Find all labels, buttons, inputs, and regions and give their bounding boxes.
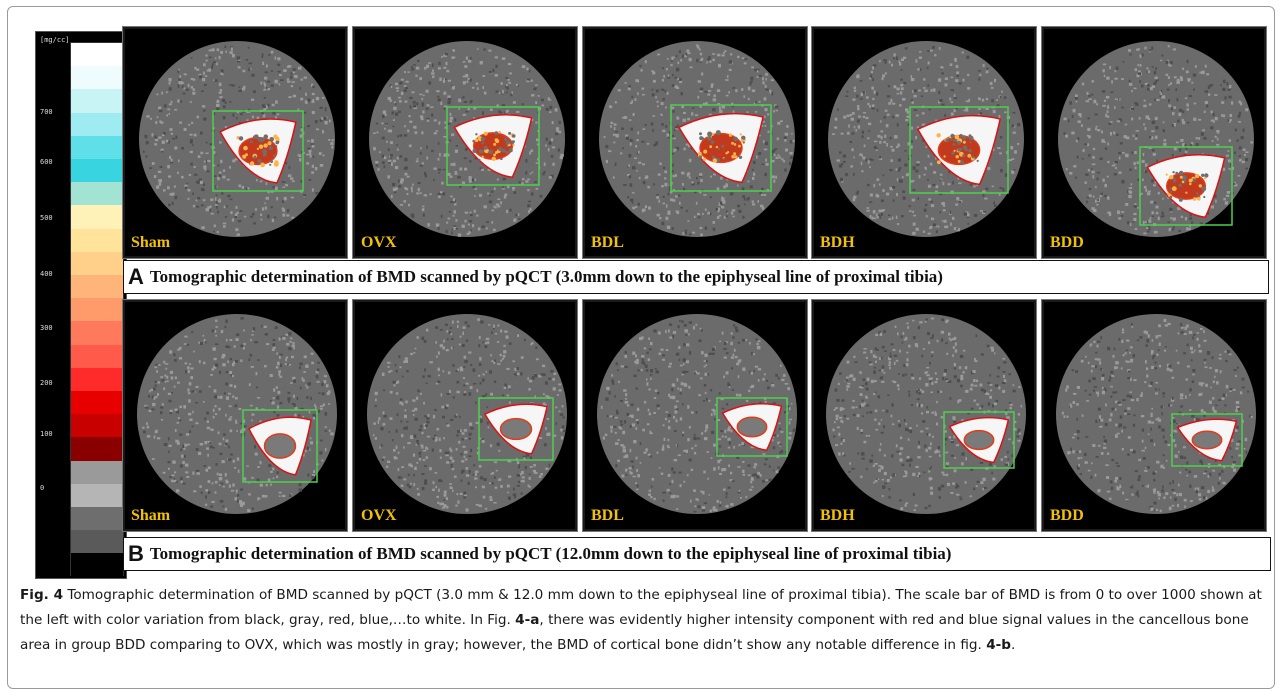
scale-tick: 0	[40, 484, 45, 492]
scan-panel-a-bdh: BDH	[812, 27, 1036, 258]
group-label: BDL	[591, 234, 624, 251]
scale-unit-label: [mg/cc]	[40, 36, 70, 44]
scale-color-band	[71, 159, 123, 183]
figure-caption-text: Tomographic determination of BMD scanned…	[20, 587, 1262, 628]
cancellous-bone	[963, 429, 995, 451]
ct-scan-image	[369, 41, 565, 237]
roi-box	[943, 411, 1015, 469]
group-label: OVX	[361, 507, 397, 524]
scale-color-band	[71, 460, 123, 484]
figure-caption-label: Fig. 4	[20, 587, 64, 603]
ct-scan-image	[139, 41, 335, 237]
roi-box	[670, 104, 772, 192]
row-a-caption: A Tomographic determination of BMD scann…	[123, 260, 1269, 294]
scan-panel-b-sham: Sham	[123, 300, 347, 531]
scan-panel-b-bdh: BDH	[812, 300, 1036, 531]
roi-box	[1139, 146, 1233, 226]
roi-box	[478, 397, 554, 461]
scale-color-band	[71, 275, 123, 299]
cancellous-bone	[499, 417, 533, 441]
scan-panel-b-bdl: BDL	[583, 300, 807, 531]
scan-panel-a-ovx: OVX	[353, 27, 577, 258]
group-label: OVX	[361, 234, 397, 251]
scale-color-band	[71, 483, 123, 508]
roi-box	[1171, 413, 1243, 467]
scale-color-band	[71, 298, 123, 322]
ct-scan-image	[826, 314, 1026, 514]
scale-color-band	[71, 391, 123, 415]
scale-tick: 600	[40, 158, 53, 166]
cancellous-bone	[263, 433, 297, 459]
row-b-caption: B Tomographic determination of BMD scann…	[123, 537, 1271, 571]
scale-color-band	[71, 367, 123, 392]
scan-panel-a-sham: Sham	[123, 27, 347, 258]
scale-tick: 500	[40, 214, 53, 222]
row-a-caption-text: Tomographic determination of BMD scanned…	[149, 267, 943, 286]
scale-tick: 100	[40, 430, 53, 438]
group-label: BDD	[1050, 507, 1084, 524]
scale-tick: 700	[40, 108, 53, 116]
scale-color-band	[71, 414, 123, 438]
scale-color-band	[71, 43, 123, 67]
ct-scan-image	[1058, 41, 1254, 237]
scan-panel-a-bdl: BDL	[583, 27, 807, 258]
roi-box	[909, 106, 1009, 194]
scale-color-band	[71, 251, 123, 276]
scale-tick: 300	[40, 324, 53, 332]
group-label: BDH	[820, 234, 855, 251]
scale-color-band	[71, 344, 123, 368]
ct-scan-image	[599, 41, 795, 237]
scale-color-band	[71, 66, 123, 90]
scale-tick: 200	[40, 379, 53, 387]
scale-color-band	[71, 112, 123, 136]
soft-tissue-disc	[1056, 314, 1256, 514]
scale-color-ramp	[70, 42, 124, 577]
roi-box	[446, 106, 540, 186]
soft-tissue-disc	[137, 314, 337, 514]
figure-caption: Fig. 4 Tomographic determination of BMD …	[20, 583, 1266, 658]
group-label: BDL	[591, 507, 624, 524]
roi-box	[242, 409, 318, 483]
group-label: Sham	[131, 507, 171, 524]
scale-color-band	[71, 228, 123, 252]
scale-color-band	[71, 507, 123, 531]
group-label: Sham	[131, 234, 171, 251]
row-b-letter: B	[128, 541, 144, 566]
group-label: BDH	[820, 507, 855, 524]
bmd-scale-bar: [mg/cc] 700 600 500 400 300 200 100 0	[35, 31, 127, 579]
figure-ref-link: 4-b	[986, 637, 1012, 653]
scale-color-band	[71, 182, 123, 206]
roi-box	[716, 397, 788, 457]
row-b-caption-text: Tomographic determination of BMD scanned…	[149, 544, 952, 563]
scale-color-band	[71, 135, 123, 160]
scan-panel-b-bdd: BDD	[1042, 300, 1266, 531]
scale-color-band	[71, 205, 123, 229]
cancellous-bone	[699, 132, 743, 164]
ct-scan-image	[828, 41, 1024, 237]
cancellous-bone	[1191, 430, 1223, 450]
ct-scan-image	[367, 314, 567, 514]
ct-scan-image	[137, 314, 337, 514]
cancellous-bone	[736, 416, 768, 438]
scale-color-band	[71, 530, 123, 554]
scan-panel-b-ovx: OVX	[353, 300, 577, 531]
scale-color-band	[71, 553, 123, 577]
figure-frame: [mg/cc] 700 600 500 400 300 200 100 0 Sh…	[7, 6, 1275, 689]
figure-caption-text: .	[1011, 637, 1016, 653]
ct-scan-image	[1056, 314, 1256, 514]
figure-caption-text: , there was evidently higher intensity c…	[20, 612, 1249, 653]
group-label: BDD	[1050, 234, 1084, 251]
soft-tissue-disc	[597, 314, 797, 514]
scan-panel-a-bdd: BDD	[1042, 27, 1266, 258]
scale-color-band	[71, 321, 123, 345]
row-a-letter: A	[128, 264, 144, 289]
scale-color-band	[71, 437, 123, 461]
figure-ref-link: 4-a	[515, 612, 540, 628]
roi-box	[212, 110, 304, 192]
ct-scan-image	[597, 314, 797, 514]
scale-tick: 400	[40, 270, 53, 278]
scale-color-band	[71, 89, 123, 113]
soft-tissue-disc	[826, 314, 1026, 514]
